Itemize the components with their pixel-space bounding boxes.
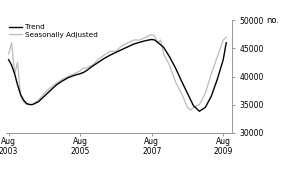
Y-axis label: no.: no. [266, 16, 279, 25]
Legend: Trend, Seasonally Adjusted: Trend, Seasonally Adjusted [9, 24, 98, 38]
